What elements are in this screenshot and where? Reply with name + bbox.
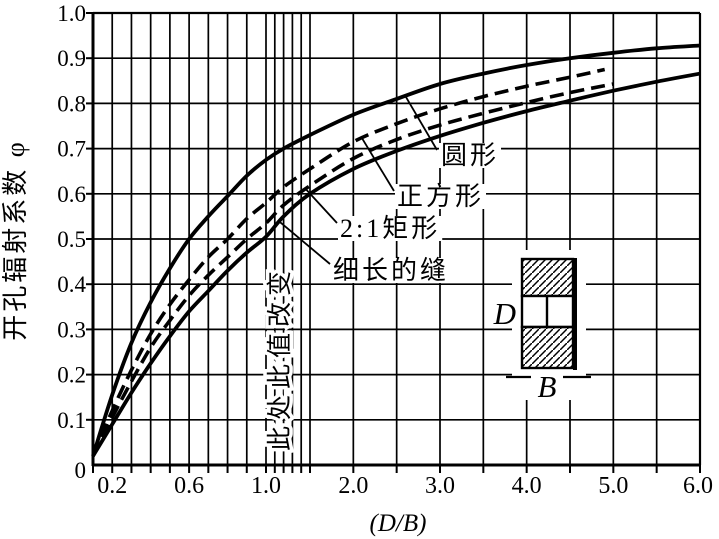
- y-tick-label: 0.7: [57, 137, 86, 162]
- leader-line-circle: [404, 95, 438, 151]
- x-tick-label: 3.0: [425, 473, 455, 499]
- curve-label-group-circle: 圆形: [439, 141, 502, 170]
- y-tick-label: 0.3: [57, 317, 86, 342]
- inset-width-label: B: [538, 369, 557, 404]
- curve-square: [91, 67, 606, 457]
- y-tick-label: 0.1: [57, 408, 86, 433]
- curve-label-halo: [395, 184, 487, 209]
- curve-long-slit: [91, 71, 701, 457]
- y-tick-label: 0.6: [57, 182, 86, 207]
- inset-lower-wall-block: [520, 325, 575, 370]
- curves: [91, 43, 701, 457]
- x-tick-label: 5.0: [598, 473, 628, 499]
- y-tick-label: 0.4: [57, 272, 86, 297]
- y-tick-label: 0.2: [57, 363, 86, 388]
- curve-label-rect-2to1: 2:1矩形: [340, 214, 440, 243]
- inset-depth-label: D: [493, 296, 516, 331]
- curve-label-long-slit: 细长的缝: [333, 256, 449, 285]
- x-tick-label: 0.6: [174, 473, 204, 499]
- curve-label-group-long-slit: 细长的缝: [331, 256, 452, 285]
- curve-label-circle: 圆形: [441, 141, 499, 170]
- leader-line-long-slit: [278, 220, 331, 265]
- plot-border: [91, 11, 702, 467]
- x-axis-title: (D/B): [370, 510, 427, 537]
- x-tick-label: 1.0: [251, 473, 281, 499]
- leader-line-square: [361, 137, 395, 192]
- curve-label-group-rect-2to1: 2:1矩形: [338, 214, 443, 243]
- curve-label-halo: [439, 143, 502, 168]
- y-tick-label: 0.9: [57, 46, 86, 71]
- y-tick-label: 0.5: [57, 227, 86, 252]
- curve-label-square: 正方形: [397, 182, 484, 211]
- axis-ticks: [86, 12, 701, 473]
- origin-zero-label: 0: [75, 458, 87, 483]
- annotations: 0.2 0.6 1.0 2.0 3.0 4.0 5.0 6.0 1.0 0.9 0.8 0.7 0.6 0…: [57, 1, 713, 499]
- scale-change-note: 此处此值改变: [266, 265, 294, 451]
- x-tick-label: 4.0: [512, 473, 542, 499]
- wall-section-inset: DB: [493, 250, 591, 404]
- curve-label-halo: [331, 258, 452, 283]
- curve-circle: [91, 43, 701, 457]
- inset-upper-wall-block: [520, 257, 575, 298]
- curve-label-group-square: 正方形: [395, 182, 487, 211]
- y-tick-label: 0.8: [57, 91, 86, 116]
- x-tick-label: 0.2: [97, 473, 127, 499]
- x-tick-label: 6.0: [683, 473, 713, 499]
- leader-line-rect-2to1: [304, 188, 338, 224]
- x-tick-label: 2.0: [338, 473, 368, 499]
- y-tick-label: 1.0: [57, 1, 86, 26]
- curve-label-halo: [338, 216, 443, 241]
- y-axis-title: 开孔辐射系数 φ: [1, 139, 30, 341]
